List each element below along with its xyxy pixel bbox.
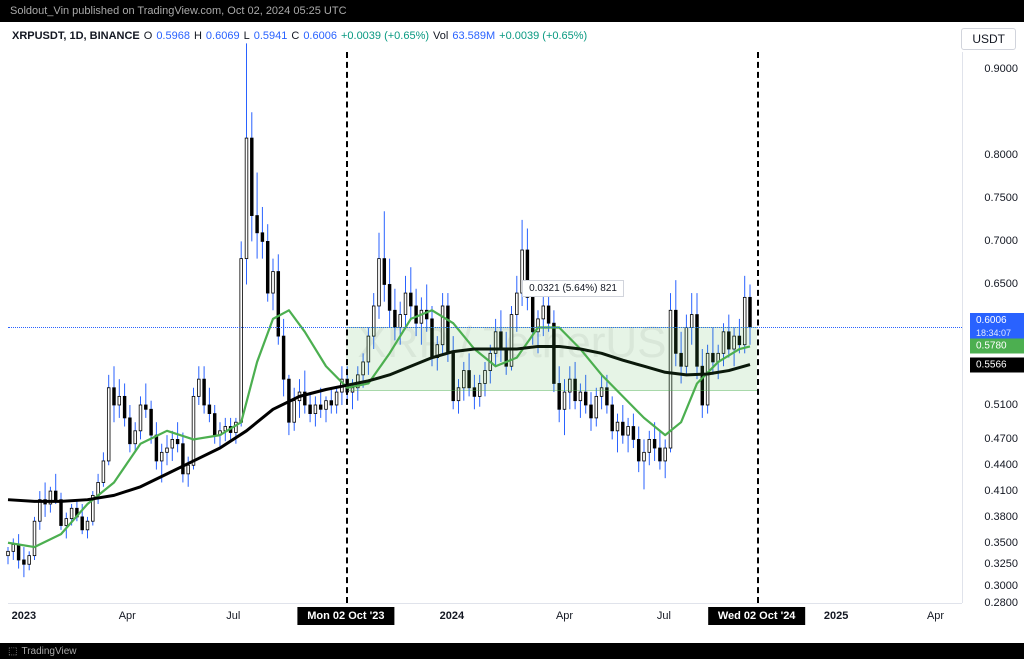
y-tick: 0.3000 <box>984 580 1018 592</box>
vol-label: Vol <box>433 30 448 42</box>
footer-text: TradingView <box>21 646 76 657</box>
y-tick: 0.6500 <box>984 278 1018 290</box>
current-price-line <box>8 327 962 328</box>
symbol[interactable]: XRPUSDT, 1D, BINANCE <box>12 30 140 42</box>
ticker-row: XRPUSDT, 1D, BINANCE O 0.5968 H 0.6069 L… <box>12 30 587 42</box>
range-label: 0.0321 (5.64%) 821 <box>522 280 624 297</box>
footer-bar: ⬚ TradingView <box>0 643 1024 659</box>
vol-change: +0.0039 (+0.65%) <box>499 30 587 42</box>
price-tag-current: 0.600618:34:07 <box>970 313 1024 341</box>
publish-header: Soldout_Vin published on TradingView.com… <box>0 0 1024 22</box>
c-value: 0.6006 <box>303 30 337 42</box>
plot-area[interactable]: 0.0321 (5.64%) 821 <box>8 52 962 603</box>
y-tick: 0.4400 <box>984 459 1018 471</box>
y-tick: 0.2800 <box>984 597 1018 609</box>
y-tick: 0.5100 <box>984 399 1018 411</box>
h-value: 0.6069 <box>206 30 240 42</box>
chart-area[interactable]: XRPUSDT, 1D, BINANCE O 0.5968 H 0.6069 L… <box>0 22 1024 643</box>
h-label: H <box>194 30 202 42</box>
y-tick: 0.3800 <box>984 511 1018 523</box>
x-axis[interactable]: 2023 Apr Jul 2024 Apr Jul 2025 Apr Mon 02 Oct '2… <box>8 603 962 643</box>
change-value: +0.0039 (+0.65%) <box>341 30 429 42</box>
price-tag-ma_black: 0.5566 <box>970 357 1024 372</box>
o-label: O <box>144 30 153 42</box>
x-tick: Jul <box>657 610 671 622</box>
x-tick: 2024 <box>440 610 464 622</box>
range-zone[interactable] <box>346 327 757 391</box>
y-tick: 0.8000 <box>984 149 1018 161</box>
y-tick: 0.7000 <box>984 235 1018 247</box>
y-tick: 0.7500 <box>984 192 1018 204</box>
tv-logo-icon: ⬚ <box>8 646 17 657</box>
x-tick: Jul <box>226 610 240 622</box>
vol-value: 63.589M <box>452 30 495 42</box>
y-tick: 0.3500 <box>984 537 1018 549</box>
x-date-box: Mon 02 Oct '23 <box>297 607 394 625</box>
y-tick: 0.4100 <box>984 485 1018 497</box>
quote-badge[interactable]: USDT <box>961 28 1016 50</box>
y-tick: 0.3250 <box>984 558 1018 570</box>
x-tick: 2025 <box>824 610 848 622</box>
y-axis[interactable]: 0.9000 0.8000 0.7500 0.7000 0.6500 0.5100 0.47… <box>962 52 1024 603</box>
x-tick: Apr <box>119 610 136 622</box>
o-value: 0.5968 <box>156 30 190 42</box>
l-label: L <box>244 30 250 42</box>
x-tick: Apr <box>927 610 944 622</box>
y-tick: 0.9000 <box>984 63 1018 75</box>
x-tick: 2023 <box>12 610 36 622</box>
price-tag-ma_green: 0.5780 <box>970 339 1024 354</box>
l-value: 0.5941 <box>254 30 288 42</box>
c-label: C <box>291 30 299 42</box>
y-tick: 0.4700 <box>984 433 1018 445</box>
x-date-box: Wed 02 Oct '24 <box>708 607 806 625</box>
publish-text: Soldout_Vin published on TradingView.com… <box>10 5 347 17</box>
x-tick: Apr <box>556 610 573 622</box>
